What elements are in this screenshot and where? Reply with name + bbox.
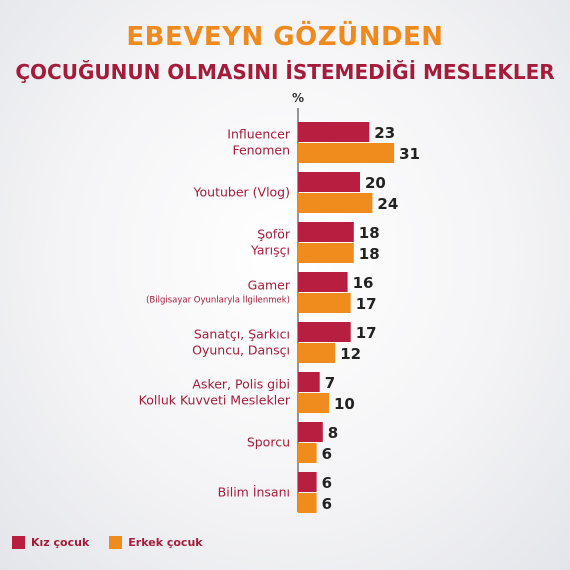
bar-kiz-0	[298, 122, 370, 142]
bar-kiz-4	[298, 322, 351, 342]
data-label-erkek-6: 6	[322, 445, 332, 463]
legend-swatch-erkek	[109, 536, 123, 549]
category-sublabel-3: (Bilgisayar Oyunlaryla İlgilenmek)	[146, 295, 290, 306]
category-label-4-0: Sanatçı, Şarkıcı	[194, 327, 290, 342]
category-label-5-0: Asker, Polis gibi	[192, 377, 290, 392]
data-label-erkek-4: 12	[340, 345, 361, 363]
legend-item-erkek: Erkek çocuk	[109, 536, 203, 549]
bar-kiz-1	[298, 172, 360, 192]
bar-erkek-7	[298, 493, 317, 513]
category-label-0-1: Fenomen	[232, 143, 290, 158]
bar-kiz-3	[298, 272, 348, 292]
bar-kiz-2	[298, 222, 354, 242]
bar-kiz-5	[298, 372, 320, 392]
bar-erkek-5	[298, 393, 329, 413]
legend-label-kiz: Kız çocuk	[31, 536, 90, 549]
bar-erkek-3	[298, 293, 351, 313]
data-label-erkek-1: 24	[377, 195, 398, 213]
chart-subtitle: ÇOCUĞUNUN OLMASINI İSTEMEDİĞİ MESLEKLER	[15, 60, 555, 84]
bar-kiz-6	[298, 422, 323, 442]
data-label-kiz-4: 17	[356, 324, 377, 342]
category-label-7-0: Bilim İnsanı	[218, 485, 290, 500]
legend-label-erkek: Erkek çocuk	[128, 536, 203, 549]
category-label-0-0: Influencer	[227, 127, 291, 142]
category-label-6-0: Sporcu	[247, 435, 290, 450]
category-label-4-1: Oyuncu, Dansçı	[192, 343, 290, 358]
data-label-erkek-3: 17	[356, 295, 377, 313]
bar-erkek-0	[298, 143, 395, 163]
data-label-kiz-6: 8	[328, 424, 338, 442]
category-label-5-1: Kolluk Kuvveti Meslekler	[139, 393, 291, 408]
data-label-erkek-2: 18	[359, 245, 380, 263]
bar-erkek-4	[298, 343, 336, 363]
bar-erkek-6	[298, 443, 317, 463]
data-label-kiz-0: 23	[374, 124, 395, 142]
category-label-3-0: Gamer	[248, 278, 291, 293]
legend-item-kiz: Kız çocuk	[12, 536, 89, 549]
category-label-2-1: Yarışçı	[250, 243, 290, 258]
data-label-erkek-7: 6	[322, 495, 332, 513]
legend-swatch-kiz	[12, 536, 25, 549]
unit-label: %	[292, 91, 304, 105]
data-label-kiz-3: 16	[353, 274, 374, 292]
data-label-erkek-0: 31	[399, 145, 420, 163]
category-label-2-0: Şoför	[257, 227, 291, 242]
chart-title: EBEVEYN GÖZÜNDEN	[126, 22, 444, 52]
bar-erkek-2	[298, 243, 354, 263]
legend: Kız çocuk Erkek çocuk	[12, 536, 223, 549]
category-label-1-0: Youtuber (Vlog)	[193, 185, 290, 200]
data-label-kiz-1: 20	[365, 174, 386, 192]
bar-erkek-1	[298, 193, 373, 213]
bar-kiz-7	[298, 472, 317, 492]
data-label-kiz-7: 6	[322, 474, 332, 492]
data-label-erkek-5: 10	[334, 395, 355, 413]
data-label-kiz-2: 18	[359, 224, 380, 242]
data-label-kiz-5: 7	[325, 374, 335, 392]
